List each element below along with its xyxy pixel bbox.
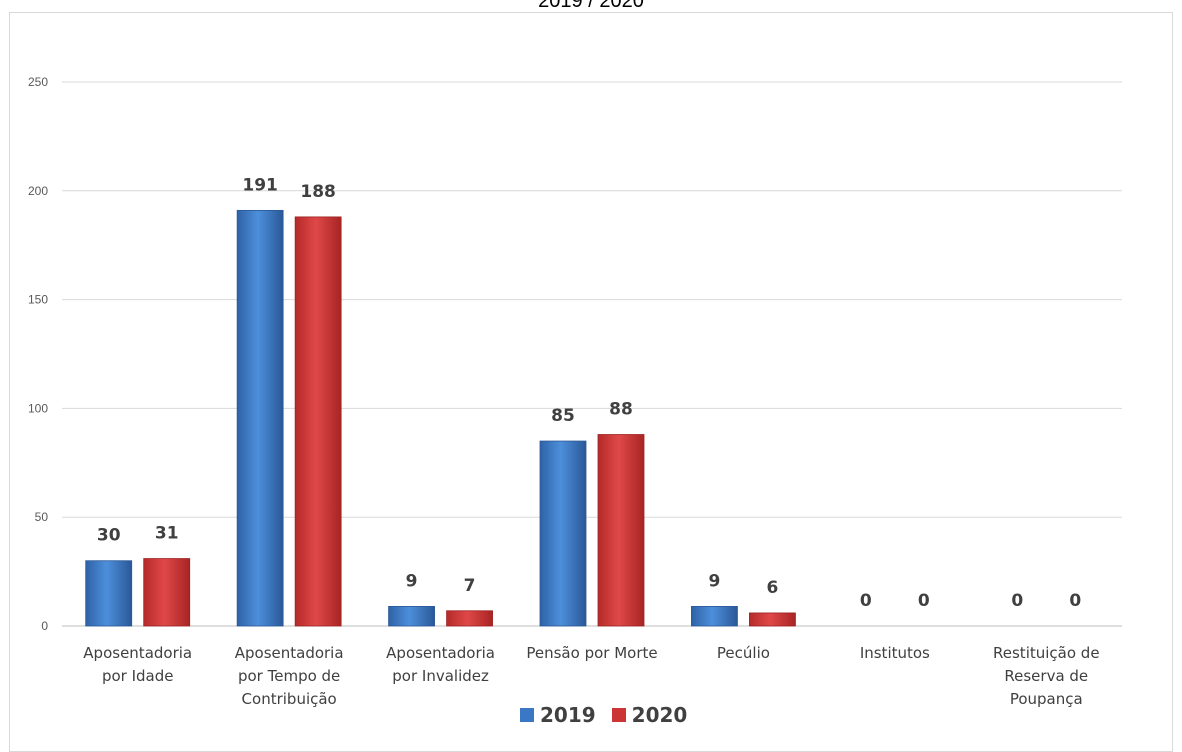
category-label: Pecúlio — [717, 644, 770, 662]
bar-2019 — [539, 440, 587, 627]
category-label: por Idade — [102, 667, 174, 685]
bar-2019 — [236, 209, 284, 627]
data-label: 85 — [551, 406, 575, 426]
category-label: Aposentadoria — [83, 644, 192, 662]
y-tick-label: 0 — [41, 619, 48, 633]
y-tick-label: 250 — [28, 75, 48, 89]
category-label: Contribuição — [242, 690, 337, 708]
legend-swatch — [611, 708, 626, 722]
category-label: Poupança — [1010, 690, 1083, 708]
data-label: 0 — [860, 591, 872, 611]
legend-swatch — [520, 708, 534, 722]
data-label: 0 — [1011, 591, 1023, 611]
bar-2019 — [85, 560, 133, 627]
legend-label: 2019 — [540, 703, 596, 727]
data-label: 191 — [242, 175, 278, 195]
bar-2020 — [597, 434, 645, 627]
data-label: 31 — [155, 524, 179, 544]
y-tick-label: 150 — [28, 293, 48, 307]
category-label: Pensão por Morte — [526, 644, 657, 662]
data-label: 0 — [1069, 591, 1081, 611]
category-label: por Tempo de — [238, 667, 340, 685]
legend-item: 2019 — [520, 703, 596, 727]
data-label: 7 — [464, 576, 476, 596]
bar-2020 — [143, 558, 191, 627]
y-tick-label: 200 — [28, 184, 48, 198]
bar-2020 — [446, 610, 493, 627]
y-tick-label: 50 — [35, 510, 49, 524]
data-label: 88 — [609, 400, 633, 420]
data-label: 30 — [97, 526, 121, 546]
bar-chart: 0 50 100 150 200 250 30 31 Aposentadoria por Idad… — [28, 75, 1122, 708]
category-label: por Invalidez — [392, 667, 489, 685]
category-label: Reserva de — [1004, 667, 1088, 685]
data-label: 188 — [300, 182, 336, 202]
category-label: Institutos — [860, 644, 930, 662]
bar-2020 — [749, 612, 796, 627]
chart-title: 2019 / 2020 — [538, 0, 644, 12]
category-label: Aposentadoria — [235, 644, 344, 662]
data-label: 6 — [767, 578, 779, 598]
bar-2019 — [388, 606, 435, 627]
y-tick-label: 100 — [28, 401, 48, 415]
category-label: Aposentadoria — [386, 644, 495, 662]
category-label: Restituição de — [993, 644, 1100, 662]
legend-item: 2020 — [611, 703, 688, 727]
bar-2019 — [691, 606, 738, 627]
legend: 2019 2020 — [520, 703, 687, 727]
data-label: 0 — [918, 591, 930, 611]
bar-2020 — [294, 216, 342, 627]
data-label: 9 — [406, 571, 418, 591]
legend-label: 2020 — [631, 703, 688, 727]
data-label: 9 — [709, 571, 721, 591]
